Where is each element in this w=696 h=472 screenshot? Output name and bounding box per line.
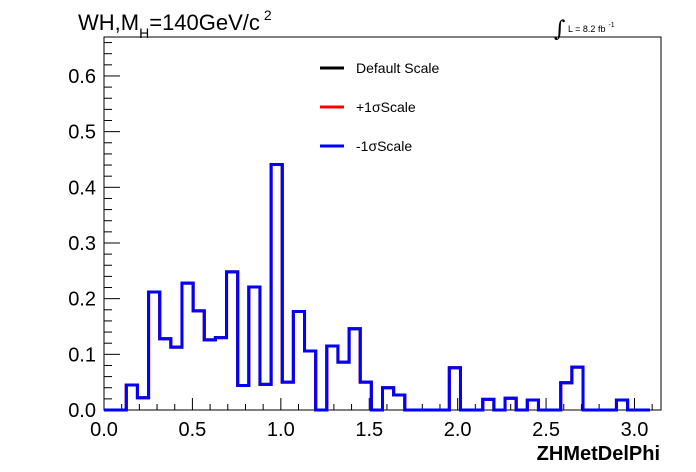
- y-tick-label: 0.2: [68, 289, 96, 311]
- legend-label-2: -1σScale: [356, 138, 412, 154]
- title-subscript: H: [139, 25, 149, 41]
- legend: Default Scale +1σScale -1σScale: [320, 60, 439, 154]
- y-tick-label: 0.1: [68, 344, 96, 366]
- series-line-2: [104, 162, 650, 412]
- x-axis-title: ZHMetDelPhi: [537, 443, 660, 465]
- x-tick-label: 0.5: [179, 419, 207, 441]
- legend-label-0: Default Scale: [356, 60, 439, 76]
- title-superscript: 2: [264, 7, 272, 23]
- y-tick-label: 0.5: [68, 122, 96, 144]
- title-rest: =140GeV/c: [149, 10, 260, 35]
- y-tick-label: 0.0: [68, 400, 96, 422]
- x-tick-label: 2.5: [532, 419, 560, 441]
- luminosity-integral-symbol: ∫: [554, 17, 566, 42]
- x-tick-label: 1.0: [267, 419, 295, 441]
- luminosity-superscript: -1: [608, 22, 614, 29]
- series-line-1: [104, 162, 650, 412]
- legend-label-1: +1σScale: [356, 99, 416, 115]
- y-tick-label: 0.4: [68, 177, 96, 199]
- x-tick-label: 3.0: [621, 419, 649, 441]
- x-tick-label: 0.0: [90, 419, 118, 441]
- plot-frame: [103, 36, 662, 411]
- x-tick-label: 2.0: [444, 419, 472, 441]
- histogram-series: [104, 162, 650, 412]
- x-tick-label: 1.5: [355, 419, 383, 441]
- luminosity-label: L = 8.2 fb -1: [568, 22, 615, 34]
- title-main: WH,M: [78, 10, 139, 35]
- y-tick-label: 0.3: [68, 233, 96, 255]
- chart-title: WH,MH=140GeV/c 2: [78, 7, 272, 41]
- y-tick-label: 0.6: [68, 66, 96, 88]
- series-line-0: [104, 162, 650, 412]
